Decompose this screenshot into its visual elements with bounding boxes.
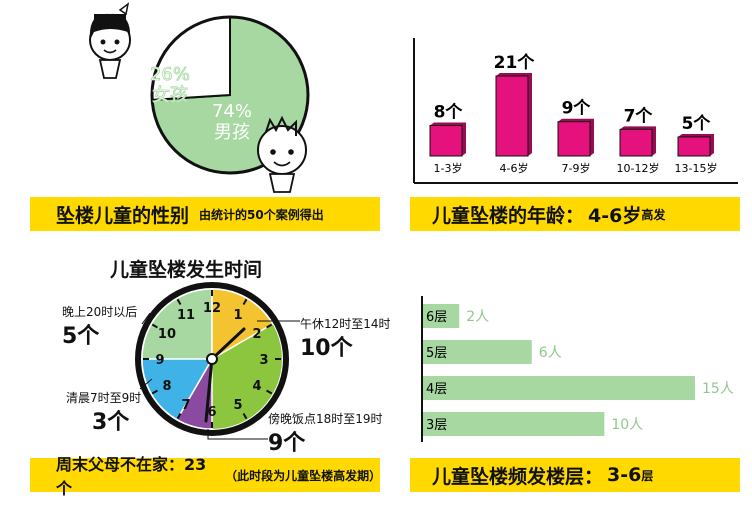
floor-value-label-2: 15人 <box>702 381 734 397</box>
seg-label-dinner: 傍晚饭点18时至19时 <box>268 412 383 426</box>
clock-number-3: 3 <box>259 353 268 368</box>
slice-label-girl: 女孩 <box>152 85 188 106</box>
clock-number-4: 4 <box>253 379 262 394</box>
floor-highlight-suffix: 层 <box>641 468 654 483</box>
age-category-label-4: 13-15岁 <box>675 161 718 175</box>
floor-category-label-2: 4层 <box>426 382 447 397</box>
time-title: 儿童坠楼发生时间 <box>110 259 263 281</box>
clock-center <box>206 353 218 365</box>
age-highlight: 4-6岁 <box>588 204 642 227</box>
gender-banner: 坠楼儿童的性别 由统计的50个案例得出 <box>30 197 380 231</box>
floor-bar-chart: 6层 2人 5层 6人 4层 15人 3层 10人 <box>421 296 734 442</box>
floor-category-label-3: 3层 <box>426 418 447 433</box>
floor-value-label-1: 6人 <box>539 345 562 361</box>
age-bar-3 <box>619 128 653 157</box>
clock-rim <box>135 282 289 436</box>
slice-label-boy-pct: 74% <box>212 101 252 122</box>
clock-tick <box>176 413 182 420</box>
clock-number-6: 6 <box>207 405 216 420</box>
floor-bar-0 <box>423 304 460 328</box>
age-category-label-3: 10-12岁 <box>617 161 660 175</box>
clock-number-12: 12 <box>203 301 221 316</box>
clock-number-9: 9 <box>155 353 164 368</box>
age-highlight-suffix: 高发 <box>641 207 666 222</box>
girl-cartoon-icon <box>89 2 131 79</box>
age-bar-chart: 8个 1-3岁 21个 4-6岁 9个 7-9岁 7个 10-12岁 5个 13-15岁 <box>413 38 738 184</box>
slice-label-girl-pct: 26% <box>150 64 190 85</box>
age-bar-4 <box>677 136 711 157</box>
time-footer-main: 周末父母不在家：23个 <box>56 455 207 498</box>
boy-cartoon-icon <box>257 115 307 193</box>
seg-label-evening: 晚上20时以后 <box>62 305 138 319</box>
age-value-label-2: 9个 <box>562 98 592 119</box>
floor-category-label-0: 6层 <box>426 310 447 325</box>
floor-highlight: 3-6 <box>607 464 642 486</box>
floor-bar-3 <box>423 412 605 436</box>
clock-tick <box>266 323 273 329</box>
clock-tick <box>242 298 248 305</box>
seg-label-morning: 清晨7时至9时 <box>66 391 142 405</box>
seg-label-noon: 午休12时至14时 <box>300 317 391 331</box>
floor-title: 儿童坠楼频发楼层： <box>432 465 604 488</box>
clock-tick <box>151 323 158 329</box>
gender-pie-chart: 26% 女孩 74% 男孩 <box>89 2 310 193</box>
clock-number-2: 2 <box>253 327 262 342</box>
age-value-label-3: 7个 <box>624 105 654 126</box>
pie-outline <box>150 15 310 175</box>
slice-label-boy: 男孩 <box>214 122 250 143</box>
age-value-label-4: 5个 <box>682 113 712 134</box>
clock-number-11: 11 <box>177 308 195 323</box>
floor-category-label-1: 5层 <box>426 346 447 361</box>
seg-count-morning: 3个 <box>92 410 130 435</box>
age-bar-1 <box>495 75 529 157</box>
leader-line-dinner <box>207 429 268 440</box>
clock-tick <box>242 413 248 420</box>
floor-banner: 儿童坠楼频发楼层： 3-6 层 <box>410 458 740 492</box>
age-title: 儿童坠楼的年龄： <box>432 204 585 227</box>
seg-count-dinner: 9个 <box>268 431 306 456</box>
clock-tick <box>266 389 273 395</box>
floor-bar-1 <box>423 340 532 364</box>
floor-value-label-0: 2人 <box>466 309 489 325</box>
floor-value-label-3: 10人 <box>611 417 643 433</box>
clock-number-8: 8 <box>162 379 171 394</box>
clock-number-1: 1 <box>233 308 242 323</box>
leader-line-evening <box>141 312 151 325</box>
clock-segment-morning <box>141 358 214 421</box>
age-value-label-1: 21个 <box>494 52 536 73</box>
age-category-label-1: 4-6岁 <box>500 161 529 175</box>
clock-minute-hand <box>204 357 214 423</box>
age-bar-2 <box>557 121 591 157</box>
age-bar-0 <box>429 125 463 157</box>
clock-tick <box>151 389 158 395</box>
seg-count-noon: 10个 <box>300 336 353 361</box>
time-banner: 周末父母不在家：23个 （此时段为儿童坠楼高发期） <box>30 455 382 498</box>
age-value-label-0: 8个 <box>434 102 464 123</box>
clock-number-5: 5 <box>233 398 242 413</box>
clock-hour-hand <box>210 327 246 361</box>
floor-bar-2 <box>423 376 695 400</box>
clock-number-7: 7 <box>181 398 190 413</box>
seg-count-evening: 5个 <box>62 324 100 349</box>
age-category-label-2: 7-9岁 <box>562 161 591 175</box>
clock-number-10: 10 <box>158 327 176 342</box>
gender-subtitle: 由统计的50个案例得出 <box>199 207 324 222</box>
age-category-label-0: 1-3岁 <box>434 161 463 175</box>
time-footer-note: （此时段为儿童坠楼高发期） <box>225 468 382 483</box>
gender-title: 坠楼儿童的性别 <box>56 204 190 227</box>
age-banner: 儿童坠楼的年龄： 4-6岁 高发 <box>410 197 740 231</box>
clock-tick <box>176 298 182 305</box>
leader-line-morning <box>139 378 153 390</box>
